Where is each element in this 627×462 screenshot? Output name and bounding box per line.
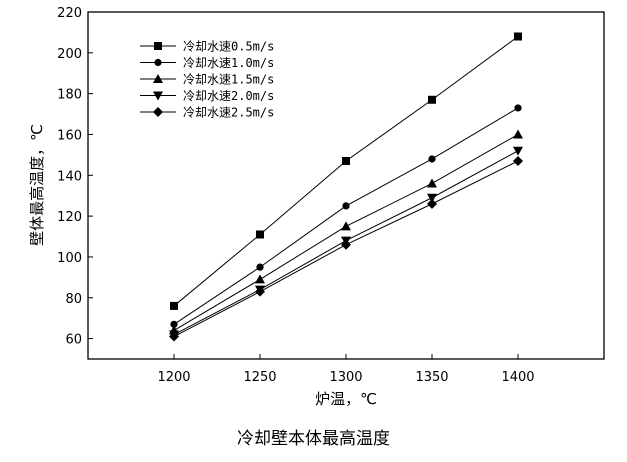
data-point [341,221,351,231]
data-point [514,32,522,41]
legend-label: 冷却水速1.5m/s [183,73,274,87]
y-axis: 60 80 100 120 140 160 180 200 220 [57,6,93,348]
data-point [427,198,437,209]
data-point [427,193,437,203]
x-axis-title: 炉温，℃ [315,390,377,408]
series-5 [169,156,523,342]
y-tick-label: 180 [57,88,82,103]
data-point [256,230,264,239]
series-layer [169,32,523,342]
legend-marker [153,107,163,117]
legend: 冷却水速0.5m/s 冷却水速1.0m/s 冷却水速1.5m/s 冷却水速2.0m/s… [140,40,274,120]
data-point [255,274,265,284]
y-axis-title: 壁体最高温度，℃ [28,124,46,246]
data-point [427,178,437,188]
x-tick-label: 1300 [329,370,362,385]
x-tick-label: 1350 [415,370,448,385]
x-tick-label: 1200 [157,370,190,385]
y-tick-label: 80 [65,292,82,307]
data-point [428,155,436,163]
y-tick-label: 160 [57,128,82,143]
data-point [342,157,350,166]
data-point [342,202,350,210]
legend-marker [153,74,163,83]
data-point [428,95,436,104]
legend-marker [153,91,163,101]
y-tick-label: 140 [57,169,82,184]
legend-label: 冷却水速0.5m/s [183,40,274,54]
data-point [169,331,179,342]
data-point [170,301,178,310]
plot-frame [87,11,605,360]
series-line [173,107,519,325]
data-point [256,263,264,271]
figure-caption: 冷却壁本体最高温度 [237,429,390,449]
y-tick-label: 100 [57,251,82,266]
legend-label: 冷却水速1.0m/s [183,56,274,70]
data-point [513,146,523,156]
y-tick-label: 200 [57,47,82,62]
legend-label: 冷却水速2.5m/s [183,106,274,120]
x-tick-label: 1250 [243,370,276,385]
data-point [170,320,178,328]
series-3 [169,129,523,335]
legend-marker [154,58,162,67]
data-point [513,156,523,167]
series-1 [170,32,522,310]
data-point [513,129,523,139]
x-tick-label: 1400 [501,370,534,385]
x-axis: 1200 1250 1300 1350 1400 [157,354,535,385]
data-point [255,286,265,297]
data-point [514,104,522,112]
data-point [341,239,351,250]
y-tick-label: 60 [65,333,82,348]
legend-label: 冷却水速2.0m/s [183,89,274,103]
y-tick-label: 120 [57,210,82,225]
series-2 [170,104,522,328]
legend-marker [154,42,162,50]
line-chart: 60 80 100 120 140 160 180 200 220 1200 1250 1300 13… [28,6,605,408]
y-tick-label: 220 [57,6,82,21]
